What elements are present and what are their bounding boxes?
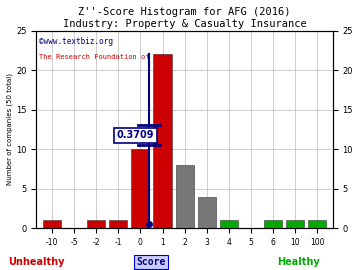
- Bar: [153, 54, 172, 228]
- Bar: [220, 220, 238, 228]
- Y-axis label: Number of companies (50 total): Number of companies (50 total): [7, 73, 13, 185]
- Bar: [131, 149, 149, 228]
- Bar: [308, 220, 327, 228]
- Text: Score: Score: [136, 257, 166, 267]
- Text: Unhealthy: Unhealthy: [8, 257, 64, 267]
- Title: Z''-Score Histogram for AFG (2016)
Industry: Property & Casualty Insurance: Z''-Score Histogram for AFG (2016) Indus…: [63, 7, 306, 29]
- Text: Healthy: Healthy: [278, 257, 320, 267]
- Bar: [286, 220, 304, 228]
- Bar: [43, 220, 61, 228]
- Bar: [109, 220, 127, 228]
- Bar: [264, 220, 282, 228]
- Text: ©www.textbiz.org: ©www.textbiz.org: [39, 37, 113, 46]
- Bar: [176, 165, 194, 228]
- Text: 0.3709: 0.3709: [117, 130, 154, 140]
- Text: The Research Foundation of SUNY: The Research Foundation of SUNY: [39, 54, 171, 60]
- Bar: [198, 197, 216, 228]
- Bar: [87, 220, 105, 228]
